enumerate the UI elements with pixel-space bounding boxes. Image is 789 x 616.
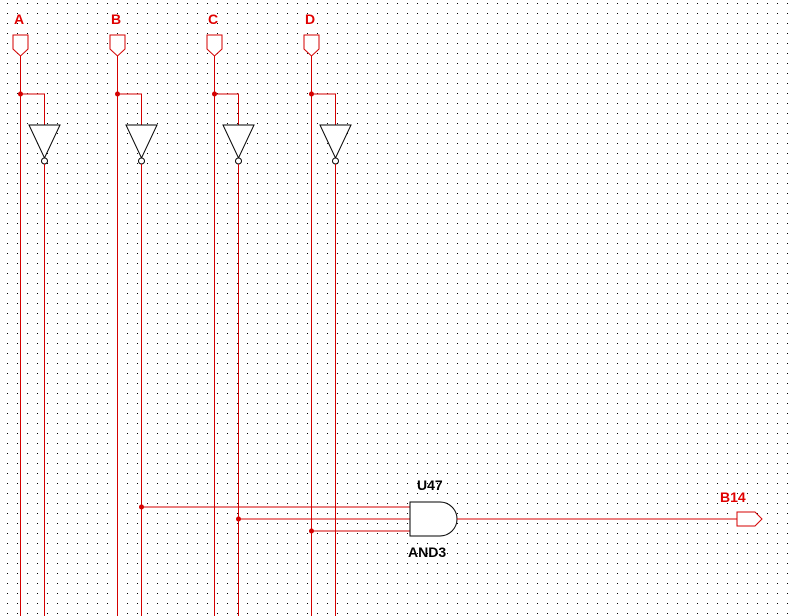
input-a-inverter-bubble [41, 157, 48, 165]
input-d-port [303, 34, 320, 57]
input-d-inverter [319, 124, 352, 160]
input-b[interactable]: B [109, 11, 410, 616]
input-b-port [109, 34, 126, 57]
gate-ref-label: U47 [417, 477, 443, 493]
output-port [736, 511, 763, 527]
and3-gate-body [409, 501, 458, 537]
input-d[interactable]: D [303, 11, 410, 616]
input-b-inverter-bubble [138, 157, 145, 165]
input-b-label: B [111, 11, 121, 27]
input-a-port [12, 34, 29, 57]
input-b-inverter-wire [117, 93, 142, 125]
input-a-inverter-wire [20, 93, 45, 125]
output-label: B14 [720, 489, 746, 505]
input-d-inverter-bubble [332, 157, 339, 165]
input-c-label: C [208, 11, 218, 27]
input-b-inverter [125, 124, 158, 160]
output-b14[interactable]: B14 [457, 489, 763, 527]
input-c-inverter-wire [214, 93, 239, 125]
input-a-inverter [28, 124, 61, 160]
input-a[interactable]: A [12, 11, 61, 616]
input-c-port [206, 34, 223, 57]
input-c[interactable]: C [206, 11, 410, 616]
gate-type-label: AND3 [408, 544, 446, 560]
input-c-inverter [222, 124, 255, 160]
input-a-label: A [14, 11, 24, 27]
input-d-inverter-wire [311, 93, 336, 125]
and3-gate[interactable]: U47 AND3 [408, 477, 458, 560]
input-c-inverter-bubble [235, 157, 242, 165]
input-d-label: D [305, 11, 315, 27]
